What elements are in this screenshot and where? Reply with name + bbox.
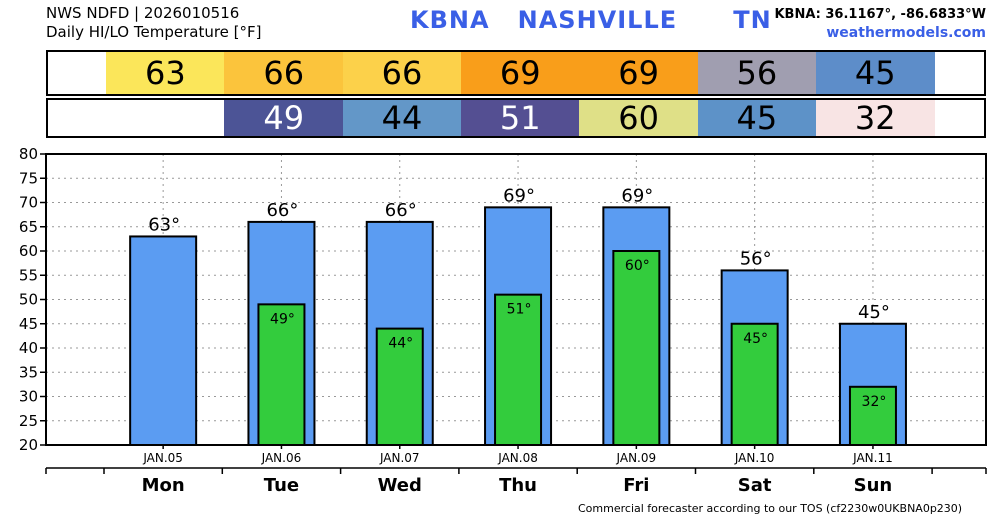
- header-right: KBNA: 36.1167°, -86.6833°W weathermodels…: [774, 5, 986, 43]
- high-bar-label: 69°: [621, 185, 653, 206]
- high-temperature-band: 63 66 66 69 69 56 45: [46, 50, 986, 96]
- y-tick-label: 80: [19, 145, 38, 163]
- y-tick-label: 25: [19, 412, 38, 430]
- date-label: JAN.11: [852, 451, 893, 465]
- state-code: TN: [733, 6, 772, 34]
- location-title: KBNA NASHVILLE TN: [410, 6, 772, 34]
- high-band-cell: 69: [579, 52, 698, 94]
- city-name: NASHVILLE: [517, 6, 678, 34]
- y-tick-label: 30: [19, 388, 38, 406]
- low-bar-label: 45°: [743, 331, 768, 347]
- high-bar-label: 69°: [503, 185, 535, 206]
- low-bar: [730, 322, 779, 446]
- low-bar-label: 49°: [270, 311, 295, 327]
- low-band-cell: 44: [342, 99, 462, 137]
- high-bar: [129, 235, 198, 446]
- low-bar-label: 32°: [862, 394, 887, 410]
- y-tick-label: 45: [19, 315, 38, 333]
- day-label: Tue: [264, 475, 299, 496]
- y-tick-label: 75: [19, 169, 38, 187]
- plot-frame: [45, 153, 987, 446]
- y-tick-label: 50: [19, 291, 38, 309]
- high-bar-label: 63°: [148, 214, 180, 235]
- date-label: JAN.08: [497, 451, 538, 465]
- date-label: JAN.05: [142, 451, 183, 465]
- high-band-cell: 45: [815, 52, 935, 94]
- site-link[interactable]: weathermodels.com: [826, 25, 986, 41]
- date-label: JAN.09: [616, 451, 657, 465]
- low-band-cell: 49: [224, 99, 344, 137]
- low-temperature-band: 49 44 51 60 45 32: [46, 98, 986, 138]
- low-bar-label: 44°: [388, 336, 413, 352]
- date-label: JAN.06: [261, 451, 302, 465]
- coordinates: KBNA: 36.1167°, -86.6833°W: [774, 7, 986, 22]
- date-label: JAN.10: [734, 451, 775, 465]
- low-bar-label: 51°: [507, 302, 532, 318]
- chart-subtitle: Daily HI/LO Temperature [°F]: [46, 23, 262, 41]
- low-band-cell: 51: [460, 99, 580, 137]
- y-tick-label: 55: [19, 266, 38, 284]
- high-band-cell: 66: [224, 52, 344, 94]
- station-id: KBNA: [410, 6, 490, 34]
- low-bar: [612, 250, 661, 446]
- y-tick-label: 35: [19, 363, 38, 381]
- high-band-cell: 56: [697, 52, 817, 94]
- header-left: NWS NDFD | 2026010516 Daily HI/LO Temper…: [46, 4, 262, 42]
- high-bar-label: 56°: [740, 248, 772, 269]
- high-bar-label: 66°: [385, 200, 417, 221]
- high-bar-label: 45°: [858, 302, 890, 323]
- day-label: Wed: [378, 475, 422, 496]
- high-bar-label: 66°: [266, 200, 298, 221]
- date-label: JAN.07: [379, 451, 420, 465]
- product-line: NWS NDFD | 2026010516: [46, 4, 240, 22]
- day-label: Mon: [142, 475, 185, 496]
- low-band-cell: 32: [815, 99, 935, 137]
- low-band-cell: 60: [579, 99, 698, 137]
- y-tick-label: 60: [19, 242, 38, 260]
- high-band-cell: 63: [106, 52, 225, 94]
- y-tick-label: 40: [19, 339, 38, 357]
- high-band-cell: 69: [460, 52, 580, 94]
- low-band-cell: 45: [697, 99, 817, 137]
- day-label: Sun: [854, 475, 893, 496]
- day-label: Sat: [738, 475, 772, 496]
- y-tick-label: 70: [19, 194, 38, 212]
- y-tick-label: 20: [19, 436, 38, 454]
- high-band-cell: 66: [342, 52, 462, 94]
- y-tick-label: 65: [19, 218, 38, 236]
- day-label: Fri: [623, 475, 649, 496]
- day-label: Thu: [499, 475, 537, 496]
- low-bar: [848, 385, 897, 446]
- low-bar-label: 60°: [625, 258, 650, 274]
- footer-note: Commercial forecaster according to our T…: [578, 502, 963, 515]
